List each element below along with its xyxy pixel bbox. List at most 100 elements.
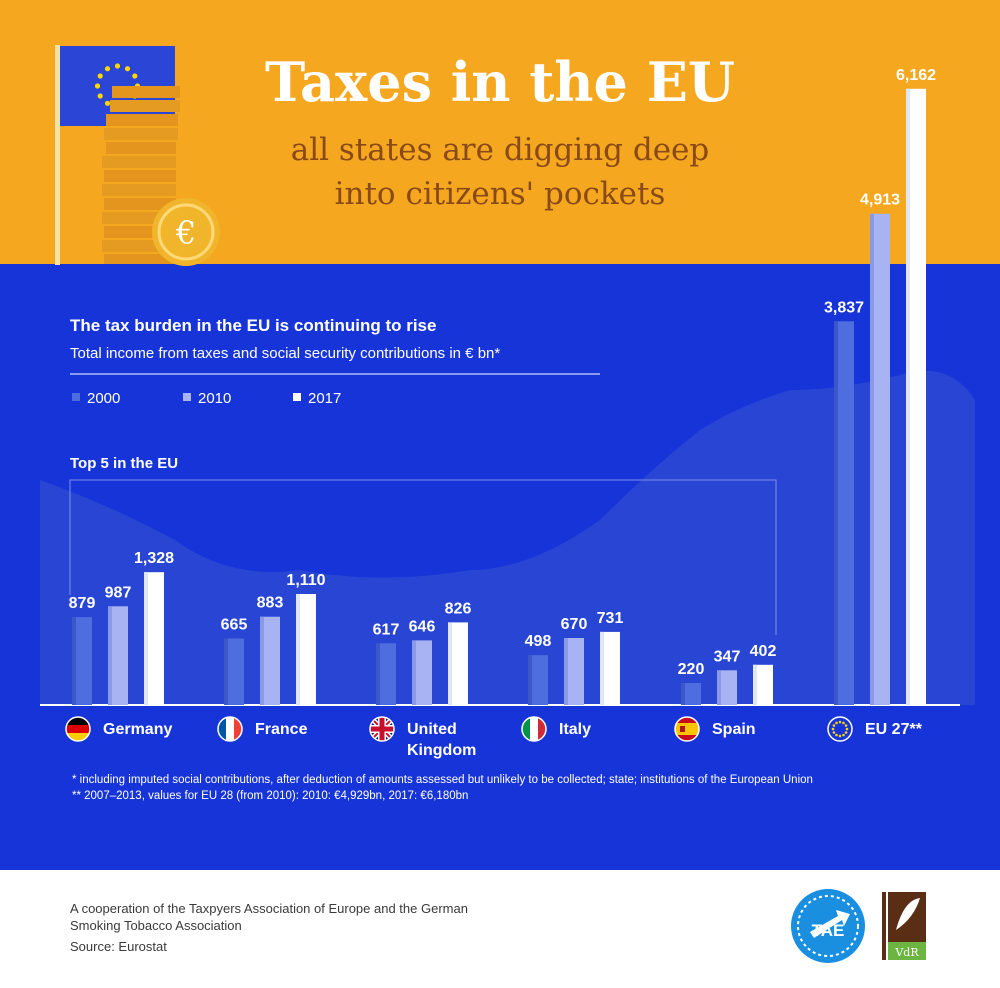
svg-text:€: € <box>175 214 196 252</box>
legend-swatch-2010 <box>183 393 191 401</box>
bar-italy-2017 <box>600 631 620 705</box>
value-label: 6,162 <box>896 67 936 84</box>
value-label: 1,110 <box>286 572 325 589</box>
value-label: 883 <box>257 595 284 612</box>
value-label: 347 <box>714 648 741 665</box>
bar-spain-2000 <box>681 683 701 705</box>
italy-flag-icon <box>521 716 547 742</box>
bar-united-kingdom-2000 <box>376 643 396 705</box>
bar-shade <box>376 643 380 705</box>
vdr-logo-text: VdR <box>894 946 919 959</box>
tae-logo-text: TAE <box>812 921 845 940</box>
value-label: 826 <box>445 600 472 617</box>
subtitle-line-1: all states are digging deep <box>290 132 710 168</box>
spain-flag-icon <box>674 716 700 742</box>
bar-italy-2000 <box>528 655 548 705</box>
footer-line-1: A cooperation of the Taxpyers Associatio… <box>70 901 468 916</box>
value-label: 402 <box>750 643 777 660</box>
bar-italy-2010 <box>564 638 584 705</box>
category-label: EU 27** <box>865 721 923 738</box>
chart-title: The tax burden in the EU is continuing t… <box>70 316 436 335</box>
value-label: 617 <box>373 621 400 638</box>
top5-label: Top 5 in the EU <box>70 455 178 472</box>
bar-shade <box>144 572 148 705</box>
bar-spain-2017 <box>753 664 773 705</box>
category-label: France <box>255 721 308 738</box>
bar-shade <box>72 617 76 705</box>
category-label: Italy <box>559 721 591 738</box>
category-labels-layer: Germany France United Kingdom Italy Spain EU 2… <box>65 716 923 759</box>
bar-shade <box>412 640 416 705</box>
bar-eu-27--2010 <box>870 213 890 705</box>
value-label: 646 <box>409 618 436 635</box>
value-label: 987 <box>105 584 132 601</box>
eu-flag-icon <box>827 716 853 742</box>
bar-germany-2017 <box>144 572 164 705</box>
footer-cooperation: A cooperation of the Taxpyers Associatio… <box>70 900 468 934</box>
bar-germany-2010 <box>108 606 128 705</box>
bar-france-2000 <box>224 638 244 705</box>
tae-logo: TAE <box>791 889 865 963</box>
bar-shade <box>564 638 568 705</box>
value-label: 665 <box>221 617 248 634</box>
value-label: 4,913 <box>860 192 900 209</box>
bar-germany-2000 <box>72 617 92 705</box>
page-subtitle: all states are digging deep into citizen… <box>230 128 770 216</box>
bars-layer <box>72 88 926 706</box>
bar-shade <box>906 88 910 706</box>
france-flag-icon <box>217 716 243 742</box>
uk-flag-icon <box>369 716 395 742</box>
bar-shade <box>834 321 838 705</box>
value-label: 879 <box>69 595 96 612</box>
bar-shade <box>717 670 721 705</box>
bar-shade <box>753 664 757 705</box>
vdr-logo: VdR <box>882 892 926 960</box>
value-label: 670 <box>561 616 588 633</box>
category-label: Kingdom <box>407 742 476 759</box>
bar-france-2017 <box>296 594 316 705</box>
eu-flag-coins-illustration: € <box>55 45 220 266</box>
bar-shade <box>870 213 874 705</box>
bar-united-kingdom-2010 <box>412 640 432 705</box>
bar-shade <box>224 638 228 705</box>
legend-swatch-2017 <box>293 393 301 401</box>
legend: 2000 2010 2017 <box>72 390 341 407</box>
bar-france-2010 <box>260 616 280 705</box>
legend-label-2017: 2017 <box>308 390 341 407</box>
category-label: Germany <box>103 721 172 738</box>
flagpole <box>55 45 60 265</box>
bar-eu-27--2000 <box>834 321 854 705</box>
category-label: Spain <box>712 721 756 738</box>
bar-shade <box>260 616 264 705</box>
category-label: United <box>407 721 457 738</box>
bar-shade <box>528 655 532 705</box>
subtitle-line-2: into citizens' pockets <box>334 176 666 212</box>
bar-shade <box>108 606 112 705</box>
tax-bar-chart: The tax burden in the EU is continuing t… <box>40 67 975 759</box>
footnote-2: ** 2007–2013, values for EU 28 (from 201… <box>72 790 469 802</box>
value-label: 1,328 <box>134 550 174 567</box>
bar-shade <box>600 631 604 705</box>
bar-shade <box>448 622 452 705</box>
bar-shade <box>296 594 300 705</box>
legend-label-2000: 2000 <box>87 390 120 407</box>
value-label: 498 <box>525 633 552 650</box>
bar-eu-27--2017 <box>906 88 926 706</box>
value-label: 731 <box>597 610 624 627</box>
footnote-1: * including imputed social contributions… <box>72 774 813 786</box>
euro-coin-icon: € <box>152 198 220 266</box>
legend-label-2010: 2010 <box>198 390 231 407</box>
bar-united-kingdom-2017 <box>448 622 468 705</box>
value-label: 3,837 <box>824 299 864 316</box>
page-title: Taxes in the EU <box>265 50 735 114</box>
chart-header: The tax burden in the EU is continuing t… <box>40 316 960 706</box>
footer-source: Source: Eurostat <box>70 939 167 954</box>
bar-shade <box>681 683 685 705</box>
legend-swatch-2000 <box>72 393 80 401</box>
footer-line-2: Smoking Tobacco Association <box>70 918 242 933</box>
bar-spain-2010 <box>717 670 737 705</box>
germany-flag-icon <box>65 716 91 742</box>
top5-bracket <box>69 479 777 635</box>
